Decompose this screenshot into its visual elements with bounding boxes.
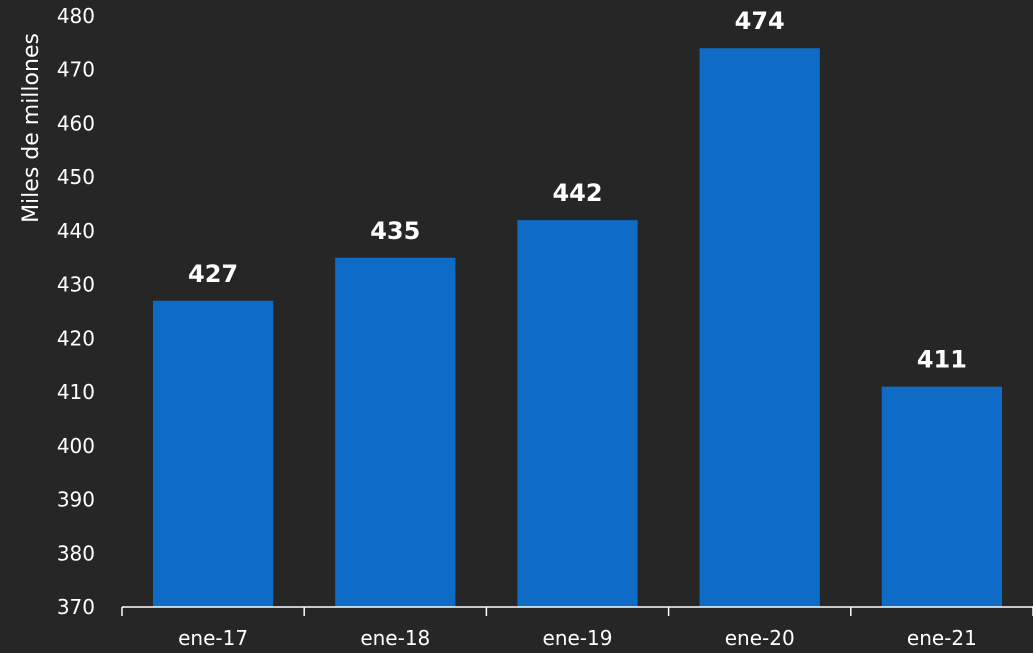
x-tick-label: ene-18 — [360, 626, 430, 650]
x-axis — [121, 606, 1033, 616]
y-tick-label: 460 — [57, 111, 95, 135]
bar-value-label: 427 — [188, 260, 238, 288]
y-tick-label: 370 — [57, 595, 95, 619]
data-labels: 427 435 442 474 411 — [188, 7, 967, 373]
bar — [335, 257, 456, 607]
y-tick-label: 430 — [57, 273, 95, 297]
y-tick-label: 380 — [57, 541, 95, 565]
y-tick-label: 420 — [57, 326, 95, 350]
x-axis-tick-labels: ene-17 ene-18 ene-19 ene-20 ene-21 — [178, 626, 977, 650]
x-tick-label: ene-17 — [178, 626, 248, 650]
y-tick-label: 470 — [57, 58, 95, 82]
bar — [699, 48, 820, 607]
y-axis-title: Miles de millones — [19, 33, 44, 223]
y-tick-label: 440 — [57, 219, 95, 243]
bar — [517, 220, 638, 607]
y-tick-label: 450 — [57, 165, 95, 189]
x-tick-label: ene-21 — [907, 626, 977, 650]
x-tick-label: ene-19 — [543, 626, 613, 650]
y-tick-label: 390 — [57, 488, 95, 512]
bar — [881, 386, 1003, 607]
y-tick-label: 480 — [57, 4, 95, 28]
y-tick-label: 400 — [57, 434, 95, 458]
y-axis-tick-labels: 370 380 390 400 410 420 430 440 450 460 470 480 — [57, 4, 95, 619]
bar — [152, 300, 274, 607]
bar-value-label: 435 — [370, 217, 420, 245]
bar-value-label: 442 — [552, 179, 602, 207]
bar-value-label: 474 — [735, 7, 785, 35]
bar-series — [152, 48, 1003, 607]
x-tick-label: ene-20 — [725, 626, 795, 650]
bar-value-label: 411 — [917, 346, 967, 374]
y-tick-label: 410 — [57, 380, 95, 404]
